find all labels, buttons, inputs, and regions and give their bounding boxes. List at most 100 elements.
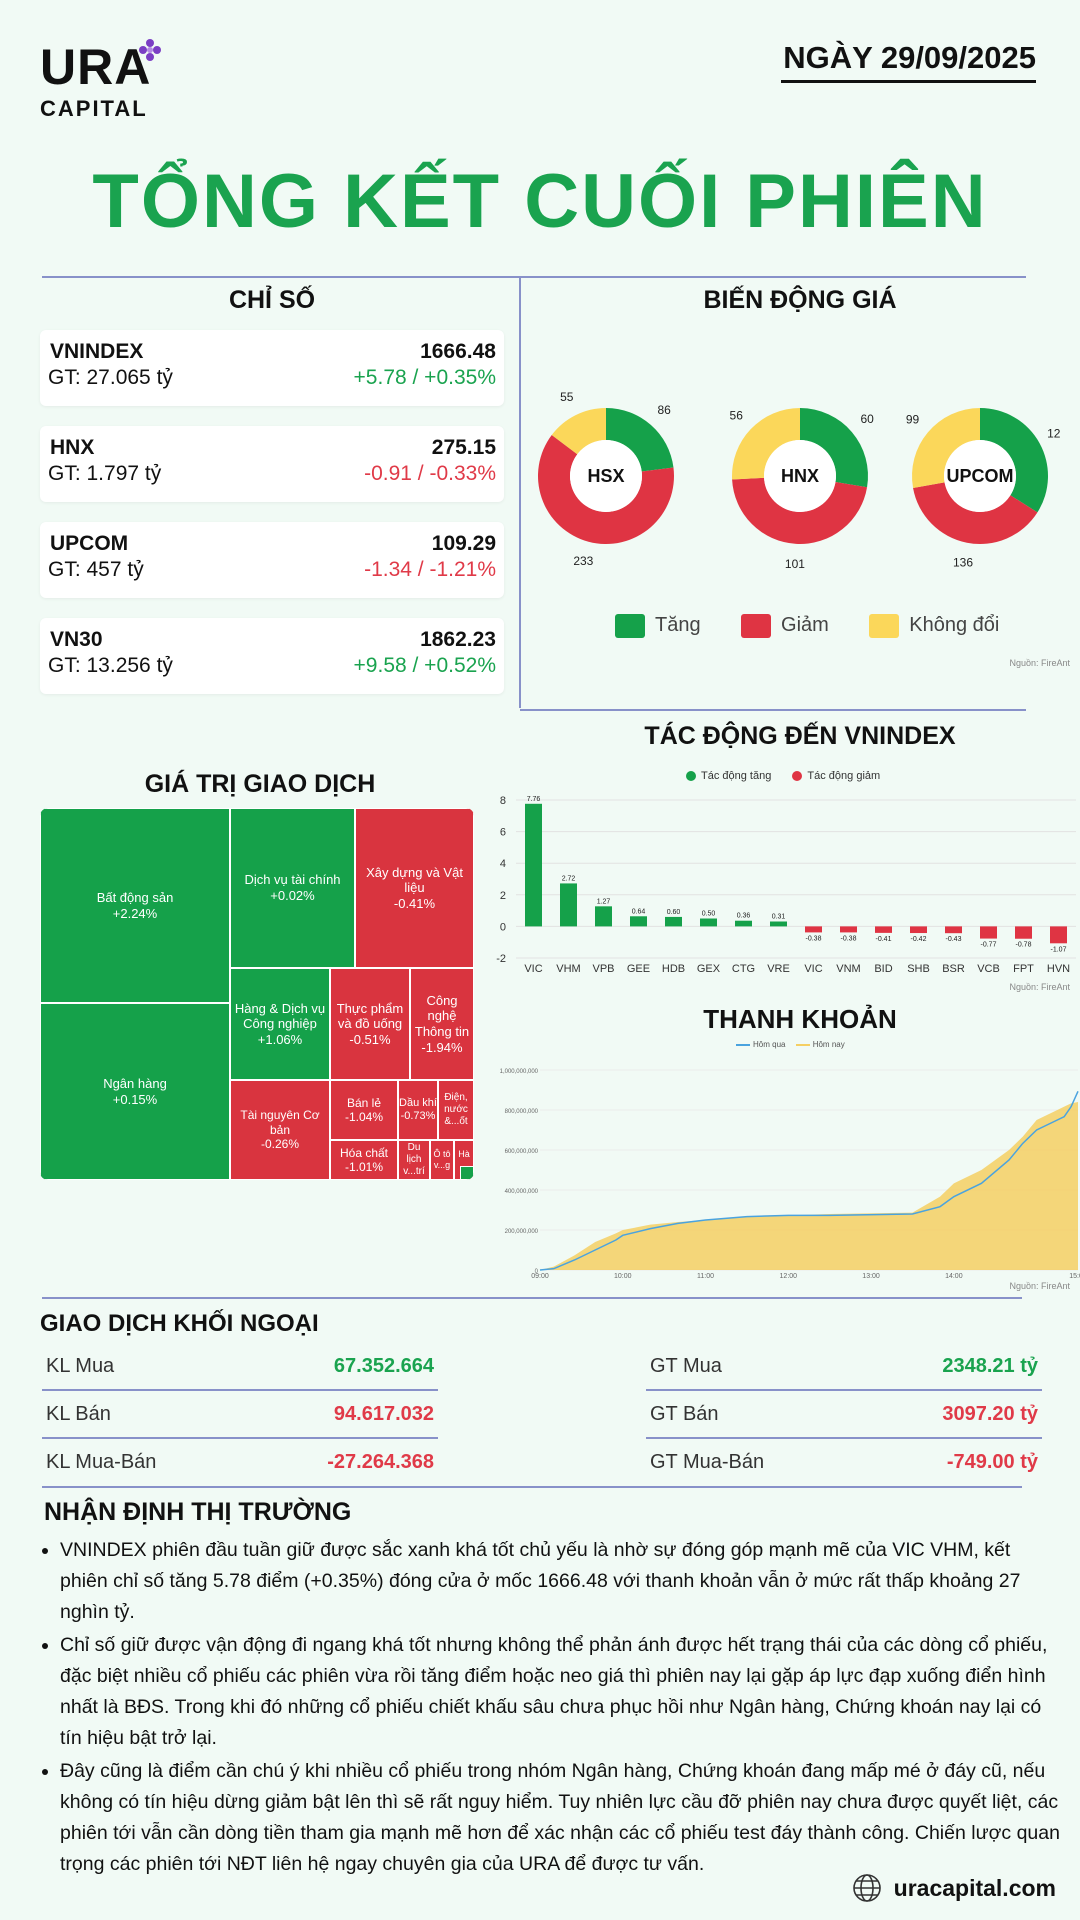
liquidity-legend-today: Hôm nay bbox=[795, 1040, 845, 1049]
donut-value-label: 136 bbox=[953, 555, 973, 569]
report-date: NGÀY 29/09/2025 bbox=[783, 40, 1036, 75]
x-tick-label: 11:00 bbox=[697, 1273, 714, 1280]
impact-bar bbox=[735, 920, 752, 927]
y-tick-label: 400,000,000 bbox=[505, 1189, 539, 1195]
treemap-cell-label: Hóa chất bbox=[339, 1145, 389, 1160]
treemap-cell-label: Điện, nước &...ốt bbox=[444, 1092, 468, 1127]
x-tick-label: CTG bbox=[732, 963, 755, 975]
x-tick-label: 13:00 bbox=[862, 1273, 880, 1280]
impact-bar-label: -0.78 bbox=[1016, 942, 1032, 949]
index-volume: GT: 457 tỷ bbox=[48, 558, 144, 581]
impact-legend-down: Tác động giảm bbox=[792, 770, 880, 782]
treemap-cell: Dầu khí -0.73% bbox=[398, 1080, 438, 1140]
divider-foreign bbox=[42, 1297, 1022, 1299]
foreign-row: KL Mua-Bán -27.264.368 bbox=[42, 1441, 438, 1487]
impact-bar bbox=[1015, 926, 1032, 939]
treemap-cell: Xây dựng và Vật liệu -0.41% bbox=[355, 808, 474, 968]
impact-bar-label: 0.31 bbox=[772, 914, 786, 921]
x-tick-label: 14:00 bbox=[945, 1273, 963, 1280]
x-tick-label: HDB bbox=[662, 963, 685, 975]
x-tick-label: GEX bbox=[697, 963, 721, 975]
impact-bar bbox=[840, 926, 857, 933]
index-name: UPCOM bbox=[50, 532, 129, 555]
treemap-cell-change: -0.26% bbox=[260, 1137, 300, 1152]
donut-upcom: 121 136 99 UPCOM bbox=[906, 408, 1060, 569]
donut-slice bbox=[551, 408, 606, 455]
commentary-bullet: Chỉ số giữ được vận động đi ngang khá tố… bbox=[60, 1630, 1060, 1754]
donut-hsx: 86 233 55 HSX bbox=[538, 390, 674, 568]
website-link[interactable]: uracapital.com bbox=[893, 1875, 1056, 1901]
y-tick-label: 2 bbox=[500, 890, 506, 902]
globe-icon bbox=[853, 1874, 881, 1902]
foreign-label: GT Mua bbox=[650, 1355, 722, 1377]
impact-bar-label: -1.07 bbox=[1051, 946, 1067, 953]
y-tick-label: 6 bbox=[500, 827, 506, 839]
commentary-bullet: Đây cũng là điểm cần chú ý khi nhiều cổ … bbox=[60, 1756, 1060, 1880]
index-volume: GT: 1.797 tỷ bbox=[48, 462, 162, 485]
donut-legend: Tăng Giảm Không đổi bbox=[615, 614, 1055, 638]
page-title: TỔNG KẾT CUỐI PHIÊN bbox=[92, 159, 988, 244]
treemap-cell-change: -1.01% bbox=[344, 1160, 384, 1174]
x-tick-label: FPT bbox=[1013, 963, 1034, 975]
donut-value-label: 101 bbox=[785, 557, 805, 571]
divider-commentary bbox=[42, 1486, 1022, 1488]
treemap-cell-change: +1.06% bbox=[257, 1031, 303, 1047]
treemap-cell-label: Ô tô v...g bbox=[433, 1149, 451, 1170]
logo-text: URA bbox=[40, 39, 152, 95]
foreign-row: GT Mua-Bán -749.00 tỷ bbox=[646, 1441, 1042, 1487]
treemap-cell: Tài nguyên Cơ bản -0.26% bbox=[230, 1080, 330, 1180]
donut-center-label: HSX bbox=[587, 466, 624, 486]
foreign-label: GT Bán bbox=[650, 1403, 719, 1425]
index-value: 109.29 bbox=[431, 532, 496, 555]
impact-source: Nguồn: FireAnt bbox=[1009, 982, 1070, 992]
impact-bar bbox=[945, 926, 962, 934]
index-value: 1666.48 bbox=[420, 340, 496, 363]
divider-mid bbox=[520, 709, 1026, 711]
divider-vertical bbox=[519, 276, 521, 708]
impact-bar-label: 0.64 bbox=[632, 908, 646, 915]
foreign-value: -749.00 tỷ bbox=[946, 1451, 1038, 1473]
treemap-cell: Thực phẩm và đồ uống -0.51% bbox=[330, 968, 410, 1080]
impact-bar-label: 7.76 bbox=[527, 796, 541, 803]
trade-value-title: GIÁ TRỊ GIAO DỊCH bbox=[144, 770, 376, 798]
treemap-cell-label: Xây dựng và Vật liệu bbox=[366, 864, 463, 896]
index-name: VNINDEX bbox=[50, 340, 144, 363]
foreign-title: GIAO DỊCH KHỐI NGOẠI bbox=[40, 1310, 319, 1337]
donut-slice bbox=[800, 408, 868, 488]
treemap-cell-change: +0.02% bbox=[270, 888, 315, 903]
impact-bar-label: 0.50 bbox=[702, 911, 716, 918]
treemap-cell: Ngân hàng +0.15% bbox=[40, 1003, 230, 1180]
legend-down: Giảm bbox=[741, 614, 829, 638]
x-tick-label: VHM bbox=[556, 963, 580, 975]
x-tick-label: VRE bbox=[767, 963, 790, 975]
donut-slice bbox=[913, 482, 1038, 544]
donut-slice bbox=[606, 408, 674, 472]
donut-hnx: 60 101 56 HNX bbox=[730, 408, 874, 571]
treemap-cell: Điện, nước &...ốt bbox=[438, 1080, 474, 1140]
x-tick-label: GEE bbox=[627, 963, 650, 975]
donut-center-label: HNX bbox=[781, 466, 819, 486]
treemap-cell-label: Thực phẩm và đồ uống bbox=[336, 1000, 404, 1032]
impact-bar bbox=[770, 921, 787, 927]
x-tick-label: 15:00 bbox=[1069, 1273, 1080, 1280]
donut-slice bbox=[912, 408, 980, 488]
x-tick-label: BID bbox=[874, 963, 892, 975]
x-tick-label: HVN bbox=[1047, 963, 1070, 975]
treemap-cell: Hàng & Dịch vụ Công nghiệp +1.06% bbox=[230, 968, 330, 1080]
impact-bar bbox=[910, 926, 927, 934]
donut-slice bbox=[732, 408, 800, 480]
logo: URA bbox=[40, 38, 151, 96]
donut-source: Nguồn: FireAnt bbox=[1009, 658, 1070, 668]
impact-bar-label: 0.36 bbox=[737, 913, 751, 920]
logo-flower-icon bbox=[139, 39, 161, 61]
impact-bar bbox=[665, 916, 682, 927]
impact-bar bbox=[560, 883, 577, 927]
treemap-cell-change: -1.94% bbox=[421, 1039, 463, 1055]
treemap-cell: Du lịch v...trí bbox=[398, 1140, 430, 1180]
index-volume: GT: 27.065 tỷ bbox=[48, 366, 173, 389]
legend-up: Tăng bbox=[615, 614, 701, 638]
treemap-cell-change: -0.41% bbox=[393, 895, 436, 911]
logo-subtitle: CAPITAL bbox=[40, 96, 148, 121]
donut-value-label: 99 bbox=[906, 413, 920, 427]
treemap-cell: Ô tô v...g bbox=[430, 1140, 454, 1180]
